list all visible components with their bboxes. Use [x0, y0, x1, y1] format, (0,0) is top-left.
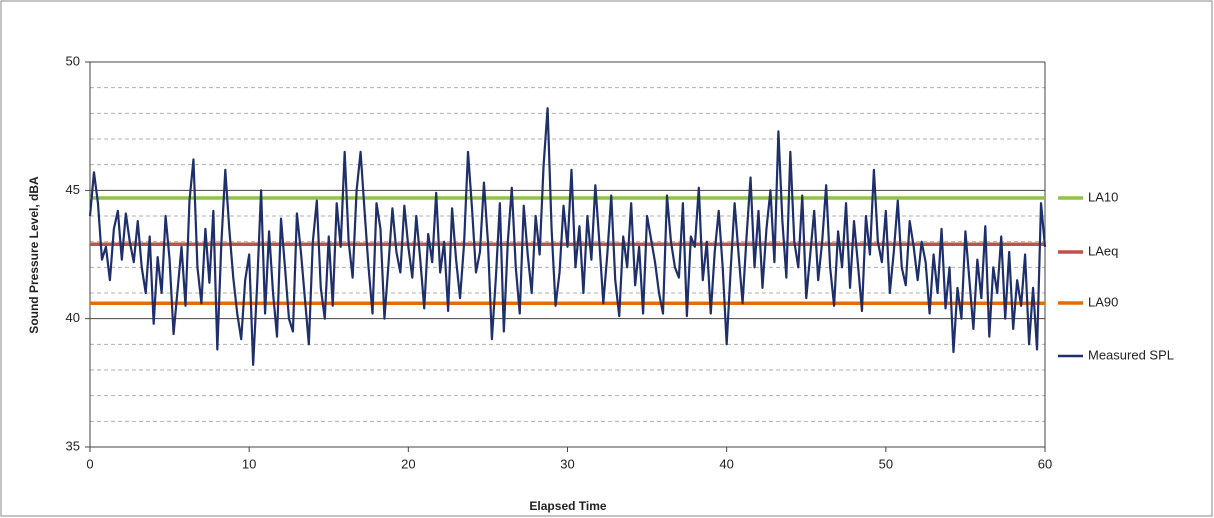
y-tick-label: 45 — [66, 182, 80, 197]
legend-label: LA90 — [1088, 294, 1118, 309]
x-tick-label: 10 — [242, 456, 256, 471]
y-axis-title: Sound Pressure Level, dBA — [27, 176, 41, 334]
x-tick-label: 40 — [719, 456, 733, 471]
y-tick-label: 35 — [66, 438, 80, 453]
legend-label: Measured SPL — [1088, 347, 1174, 362]
x-tick-label: 50 — [879, 456, 893, 471]
x-tick-label: 0 — [86, 456, 93, 471]
legend-label: LA10 — [1088, 189, 1118, 204]
x-tick-label: 20 — [401, 456, 415, 471]
legend-label: LAeq — [1088, 243, 1118, 258]
x-tick-label: 60 — [1038, 456, 1052, 471]
x-tick-label: 30 — [560, 456, 574, 471]
x-axis-title: Elapsed Time — [529, 499, 606, 513]
y-tick-label: 50 — [66, 53, 80, 68]
y-tick-label: 40 — [66, 310, 80, 325]
data-line — [88, 107, 1047, 366]
